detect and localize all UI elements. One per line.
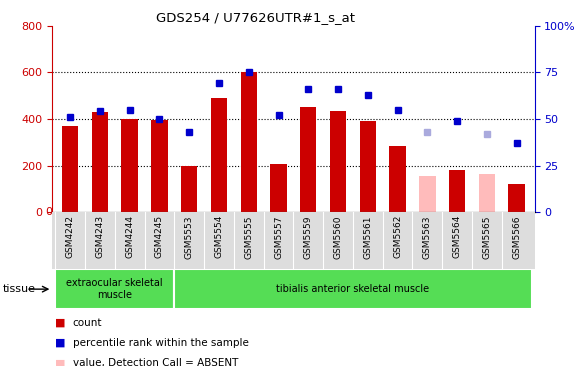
Bar bbox=[121, 119, 138, 212]
Bar bbox=[389, 146, 406, 212]
Text: GSM5562: GSM5562 bbox=[393, 215, 402, 258]
Text: GSM5559: GSM5559 bbox=[304, 215, 313, 259]
Text: GSM5553: GSM5553 bbox=[185, 215, 193, 259]
Text: tibialis anterior skeletal muscle: tibialis anterior skeletal muscle bbox=[277, 284, 429, 294]
Bar bbox=[300, 107, 317, 212]
Bar bbox=[174, 269, 532, 309]
Bar bbox=[92, 112, 108, 212]
Bar bbox=[181, 165, 198, 212]
Bar bbox=[62, 126, 78, 212]
Bar bbox=[151, 120, 168, 212]
Text: 0: 0 bbox=[45, 207, 52, 217]
Bar bbox=[449, 170, 465, 212]
Text: GSM5565: GSM5565 bbox=[482, 215, 492, 259]
Text: GSM5566: GSM5566 bbox=[512, 215, 521, 259]
Text: GSM5557: GSM5557 bbox=[274, 215, 283, 259]
Text: GSM4244: GSM4244 bbox=[125, 215, 134, 258]
Text: count: count bbox=[73, 318, 102, 328]
Bar bbox=[211, 98, 227, 212]
Text: GSM4245: GSM4245 bbox=[155, 215, 164, 258]
Text: GSM4242: GSM4242 bbox=[66, 215, 74, 258]
Text: tissue: tissue bbox=[3, 284, 36, 294]
Bar bbox=[241, 72, 257, 212]
Text: ■: ■ bbox=[55, 318, 66, 328]
Text: GSM5560: GSM5560 bbox=[333, 215, 343, 259]
Bar bbox=[330, 111, 346, 212]
Text: extraocular skeletal
muscle: extraocular skeletal muscle bbox=[66, 278, 163, 300]
Text: GSM5555: GSM5555 bbox=[244, 215, 253, 259]
Bar bbox=[419, 176, 436, 212]
Text: percentile rank within the sample: percentile rank within the sample bbox=[73, 338, 249, 348]
Bar bbox=[55, 269, 174, 309]
Bar bbox=[360, 121, 376, 212]
Text: GSM5564: GSM5564 bbox=[453, 215, 462, 258]
Text: GSM5561: GSM5561 bbox=[363, 215, 372, 259]
Text: ■: ■ bbox=[55, 338, 66, 348]
Bar bbox=[479, 174, 495, 212]
Text: GSM5563: GSM5563 bbox=[423, 215, 432, 259]
Bar bbox=[508, 184, 525, 212]
Text: GSM5554: GSM5554 bbox=[214, 215, 224, 258]
Text: value, Detection Call = ABSENT: value, Detection Call = ABSENT bbox=[73, 358, 238, 366]
Bar bbox=[270, 164, 286, 212]
Text: ■: ■ bbox=[55, 358, 66, 366]
Text: GDS254 / U77626UTR#1_s_at: GDS254 / U77626UTR#1_s_at bbox=[156, 11, 355, 24]
Text: GSM4243: GSM4243 bbox=[95, 215, 105, 258]
